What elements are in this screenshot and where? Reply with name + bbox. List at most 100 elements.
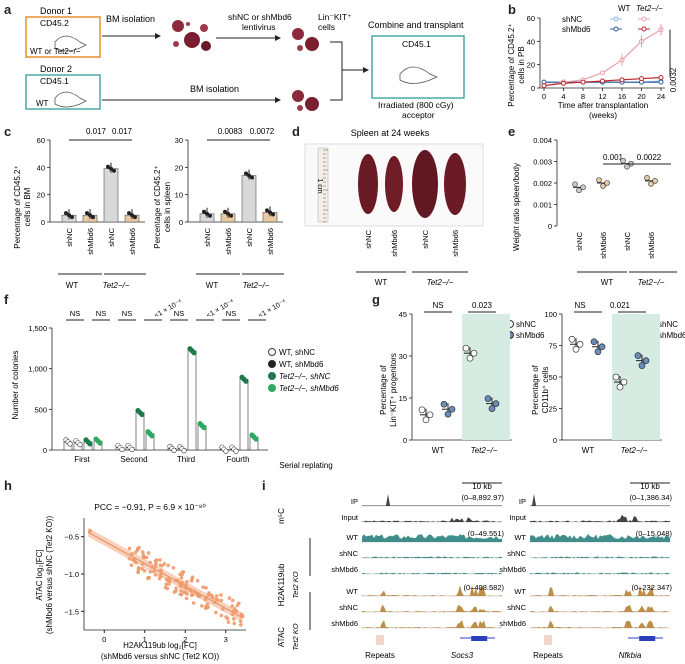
c-bar	[103, 168, 119, 223]
h-point	[226, 620, 231, 624]
c-left-ylabel-2: cells in BM	[23, 187, 32, 226]
h-point	[140, 562, 145, 566]
h-point	[150, 565, 154, 569]
g-dot	[638, 362, 646, 369]
h-point	[148, 570, 153, 574]
ruler-icon	[317, 147, 329, 223]
g-dot	[484, 395, 492, 402]
i-range-left: (0–49.551)	[468, 529, 505, 538]
mouse2-icon	[54, 91, 87, 108]
i-track-signal	[530, 514, 670, 522]
h-point	[219, 598, 224, 603]
f-bar	[135, 412, 145, 451]
d-x-label: shMbd6	[451, 230, 460, 257]
d-title: Spleen at 24 weeks	[351, 128, 430, 138]
e-x-label: shMbd6	[599, 232, 608, 259]
f-sig-label: NS	[122, 309, 132, 318]
h-point	[148, 560, 152, 565]
h-point	[234, 609, 239, 614]
donor2-cd: CD45.1	[40, 76, 69, 86]
donor1-cd: CD45.2	[40, 18, 69, 28]
h-point	[184, 583, 188, 587]
h-point	[130, 557, 135, 562]
h-y-tick-label: −0.5	[64, 533, 79, 542]
h-point	[214, 610, 218, 615]
panel-b-line-chart: Percentage of CD45.2⁺ cells in PB Time a…	[507, 4, 678, 120]
i-row-label: WT	[346, 587, 358, 596]
g-dot	[620, 378, 628, 386]
panel-label-h: h	[4, 478, 12, 493]
c-dot	[247, 173, 251, 178]
c-dot	[127, 211, 131, 216]
i-row-label: WT	[346, 533, 358, 542]
f-x-label: Second	[120, 455, 147, 464]
g-y-tick-label: 30	[399, 352, 407, 361]
g-dot	[572, 345, 580, 353]
g-left-ylabel-1: Percentage of	[379, 364, 388, 415]
g-left-ns: NS	[432, 301, 443, 310]
b-point	[541, 83, 547, 89]
panel-label-c: c	[4, 124, 12, 139]
f-bar	[239, 378, 249, 451]
i-row-label: shNC	[507, 603, 526, 612]
i-row-label: WT	[514, 587, 526, 596]
i-row-label: shNC	[507, 549, 526, 558]
c-y-tick-label: 20	[175, 163, 183, 172]
h-point	[136, 565, 141, 570]
b-legend-marker	[613, 16, 619, 22]
h-point	[192, 589, 197, 594]
h-point	[133, 550, 138, 555]
f-sig-label: NS	[96, 309, 106, 318]
f-legend-label: WT, shNC	[279, 348, 315, 357]
c-dot	[91, 215, 95, 220]
h-point	[230, 604, 234, 608]
h-point	[190, 575, 195, 579]
h-point	[197, 594, 201, 599]
e-y-tick-label: 0.002	[533, 179, 552, 188]
i-scale-right: 10 kb	[640, 482, 660, 491]
e-p2: 0.0022	[637, 153, 662, 162]
h-point	[172, 590, 177, 594]
g-y-tick-label: 75	[549, 342, 557, 351]
panel-label-i: i	[262, 478, 266, 493]
e-dot	[572, 181, 578, 188]
e-p1: 0.001	[603, 153, 624, 162]
i-atac-label: ATAC	[277, 627, 286, 647]
c-dot	[133, 215, 137, 220]
h-point	[158, 563, 163, 567]
g-dot	[422, 416, 430, 424]
h-point	[185, 586, 190, 591]
h-point	[179, 575, 184, 580]
c-dot	[226, 211, 230, 216]
h-xlabel-2: (shMbd6 versus shNC (Tet2 KO))	[101, 652, 220, 661]
h-point	[230, 598, 235, 603]
c-x-label: shMbd6	[224, 228, 233, 255]
f-dot	[201, 425, 207, 431]
f-ylabel: Number of colonies	[11, 351, 20, 420]
i-track-signal	[530, 572, 670, 574]
h-point	[212, 600, 217, 605]
f-xaxis: Serial replating	[279, 461, 332, 470]
h-point	[146, 576, 150, 581]
c-x-label: shMbd6	[266, 228, 275, 255]
panel-label-d: d	[292, 124, 300, 139]
c-dot	[205, 211, 209, 216]
b-legend-marker	[641, 16, 647, 22]
d-x-label: shNC	[364, 229, 373, 248]
i-track-signal	[530, 534, 670, 542]
c-dot	[202, 209, 206, 214]
b-x-tick-label: 4	[561, 92, 565, 101]
i-repeats-left: Repeats	[365, 651, 395, 660]
e-x-label: shNC	[575, 231, 584, 250]
c-x-label: shMbd6	[128, 228, 137, 255]
h-point	[232, 621, 237, 626]
b-point	[580, 79, 586, 85]
e-dot	[580, 184, 586, 191]
h-ylabel-1: ATAC log₂[FC]	[35, 549, 44, 600]
i-range-right: (0–1,386.34)	[629, 493, 672, 502]
lentivirus-label-2: lentivirus	[242, 22, 276, 32]
i-range-left: (0–8,892.97)	[461, 493, 504, 502]
g-dot	[488, 405, 496, 412]
f-dot	[129, 446, 135, 453]
g-dot	[634, 352, 642, 359]
